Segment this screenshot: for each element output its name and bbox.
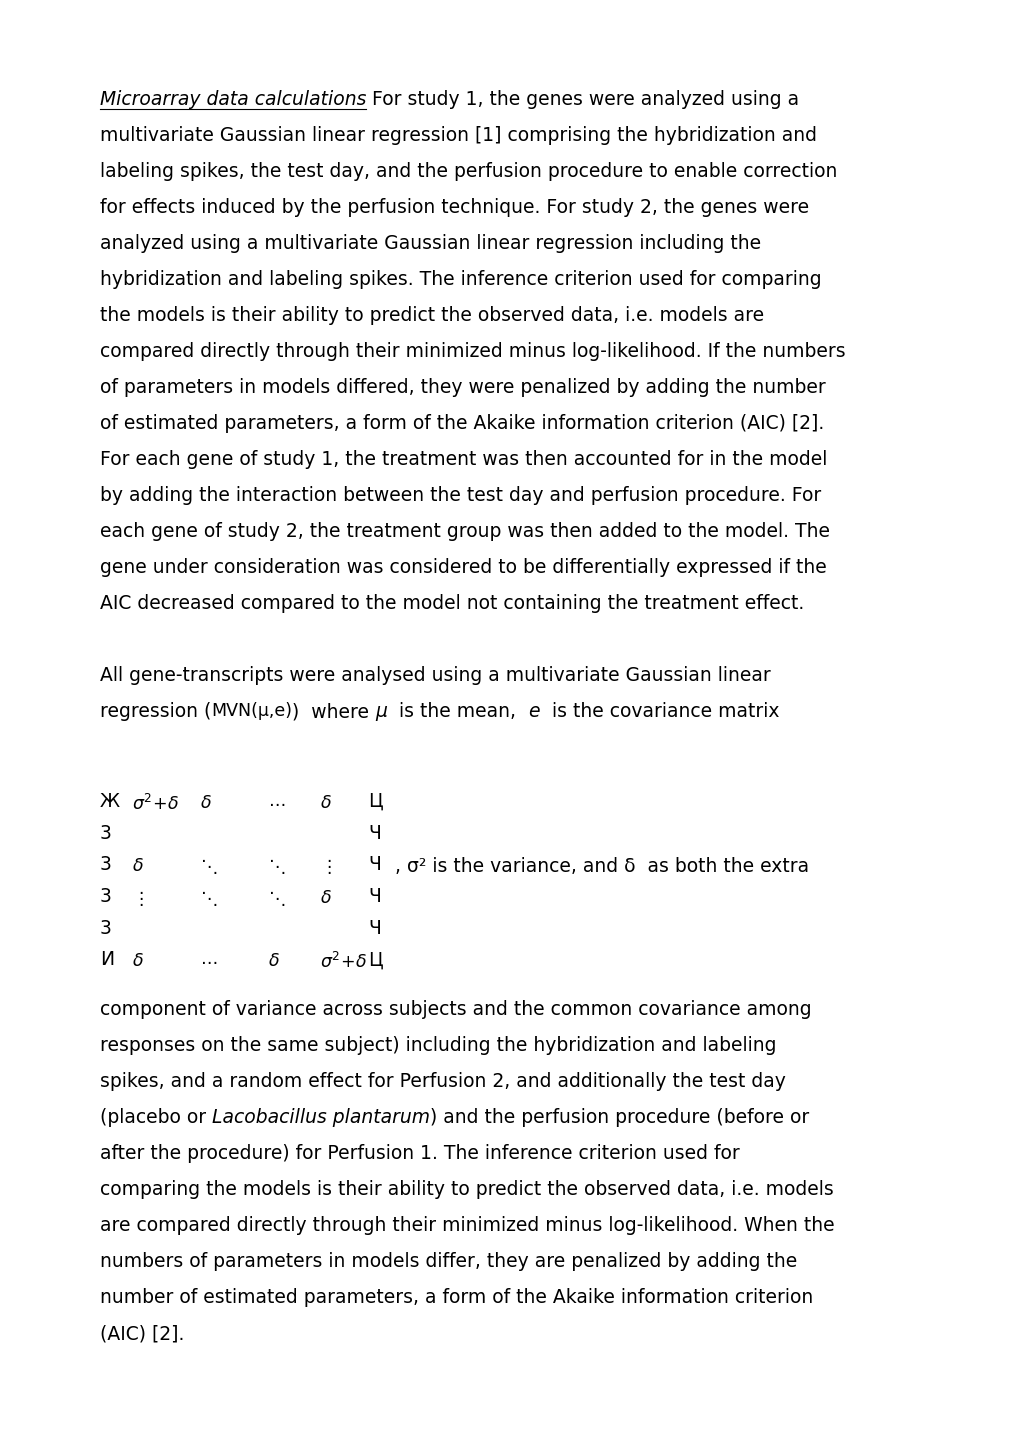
Text: component of variance across subjects and the common covariance among: component of variance across subjects an…	[100, 1000, 811, 1019]
Text: for effects induced by the perfusion technique. For study 2, the genes were: for effects induced by the perfusion tec…	[100, 198, 808, 216]
Text: $\ddots$: $\ddots$	[200, 857, 217, 876]
Text: И: И	[100, 951, 114, 970]
Text: is the mean,: is the mean,	[387, 701, 528, 722]
Text: responses on the same subject) including the hybridization and labeling: responses on the same subject) including…	[100, 1036, 775, 1055]
Text: numbers of parameters in models differ, they are penalized by adding the: numbers of parameters in models differ, …	[100, 1253, 797, 1271]
Text: of parameters in models differed, they were penalized by adding the number: of parameters in models differed, they w…	[100, 378, 825, 397]
Text: ) and the perfusion procedure (before or: ) and the perfusion procedure (before or	[430, 1108, 809, 1127]
Text: Lacobacillus plantarum: Lacobacillus plantarum	[212, 1108, 430, 1127]
Text: each gene of study 2, the treatment group was then added to the model. The: each gene of study 2, the treatment grou…	[100, 522, 829, 541]
Text: All gene-transcripts were analysed using a multivariate Gaussian linear: All gene-transcripts were analysed using…	[100, 667, 770, 685]
Text: is the covariance matrix: is the covariance matrix	[539, 701, 779, 722]
Text: analyzed using a multivariate Gaussian linear regression including the: analyzed using a multivariate Gaussian l…	[100, 234, 760, 253]
Text: $\cdots$: $\cdots$	[200, 952, 217, 970]
Text: multivariate Gaussian linear regression [1] comprising the hybridization and: multivariate Gaussian linear regression …	[100, 126, 816, 144]
Text: Ч: Ч	[368, 856, 380, 874]
Text: Ж: Ж	[100, 792, 120, 811]
Text: $\sigma^2\!+\!\delta$: $\sigma^2\!+\!\delta$	[320, 952, 367, 973]
Text: $\delta$: $\delta$	[131, 952, 144, 970]
Text: $\ddots$: $\ddots$	[268, 889, 285, 908]
Text: number of estimated parameters, a form of the Akaike information criterion: number of estimated parameters, a form o…	[100, 1289, 812, 1307]
Text: Ц: Ц	[368, 792, 382, 811]
Text: AIC decreased compared to the model not containing the treatment effect.: AIC decreased compared to the model not …	[100, 595, 803, 613]
Text: Ч: Ч	[368, 887, 380, 906]
Text: Ч: Ч	[368, 824, 380, 843]
Text: gene under consideration was considered to be differentially expressed if the: gene under consideration was considered …	[100, 558, 826, 577]
Text: $\delta$: $\delta$	[131, 857, 144, 876]
Text: comparing the models is their ability to predict the observed data, i.e. models: comparing the models is their ability to…	[100, 1180, 833, 1199]
Text: of estimated parameters, a form of the Akaike information criterion (AIC) [2].: of estimated parameters, a form of the A…	[100, 414, 823, 433]
Text: regression (: regression (	[100, 701, 211, 722]
Text: the models is their ability to predict the observed data, i.e. models are: the models is their ability to predict t…	[100, 306, 763, 325]
Text: by adding the interaction between the test day and perfusion procedure. For: by adding the interaction between the te…	[100, 486, 820, 505]
Text: $\delta$: $\delta$	[268, 952, 279, 970]
Text: $\delta$: $\delta$	[200, 794, 212, 812]
Text: are compared directly through their minimized minus log-likelihood. When the: are compared directly through their mini…	[100, 1216, 834, 1235]
Text: spikes, and a random effect for Perfusion 2, and additionally the test day: spikes, and a random effect for Perfusio…	[100, 1072, 785, 1091]
Text: μ: μ	[375, 701, 387, 722]
Text: $\cdots$: $\cdots$	[268, 794, 285, 812]
Text: For study 1, the genes were analyzed using a: For study 1, the genes were analyzed usi…	[366, 89, 799, 110]
Text: $\vdots$: $\vdots$	[320, 857, 331, 876]
Text: $\vdots$: $\vdots$	[131, 889, 144, 908]
Text: (placebo or: (placebo or	[100, 1108, 212, 1127]
Text: Ц: Ц	[368, 951, 382, 970]
Text: $\sigma^2\!+\!\delta$: $\sigma^2\!+\!\delta$	[131, 794, 179, 814]
Text: 3: 3	[100, 887, 112, 906]
Text: For each gene of study 1, the treatment was then accounted for in the model: For each gene of study 1, the treatment …	[100, 450, 826, 469]
Text: 3: 3	[100, 919, 112, 938]
Text: $\ddots$: $\ddots$	[200, 889, 217, 908]
Text: $\ddots$: $\ddots$	[268, 857, 285, 876]
Text: 3: 3	[100, 824, 112, 843]
Text: MVN(μ,e): MVN(μ,e)	[211, 701, 292, 720]
Text: 3: 3	[100, 856, 112, 874]
Text: (AIC) [2].: (AIC) [2].	[100, 1325, 184, 1343]
Text: compared directly through their minimized minus log-likelihood. If the numbers: compared directly through their minimize…	[100, 342, 845, 361]
Text: )  where: ) where	[292, 701, 375, 722]
Text: $\delta$: $\delta$	[320, 889, 331, 908]
Text: e: e	[528, 701, 539, 722]
Text: $\delta$: $\delta$	[320, 794, 331, 812]
Text: labeling spikes, the test day, and the perfusion procedure to enable correction: labeling spikes, the test day, and the p…	[100, 162, 837, 180]
Text: Ч: Ч	[368, 919, 380, 938]
Text: Microarray data calculations: Microarray data calculations	[100, 89, 366, 110]
Text: hybridization and labeling spikes. The inference criterion used for comparing: hybridization and labeling spikes. The i…	[100, 270, 821, 289]
Text: , σ² is the variance, and δ  as both the extra: , σ² is the variance, and δ as both the …	[394, 857, 808, 876]
Text: after the procedure) for Perfusion 1. The inference criterion used for: after the procedure) for Perfusion 1. Th…	[100, 1144, 739, 1163]
